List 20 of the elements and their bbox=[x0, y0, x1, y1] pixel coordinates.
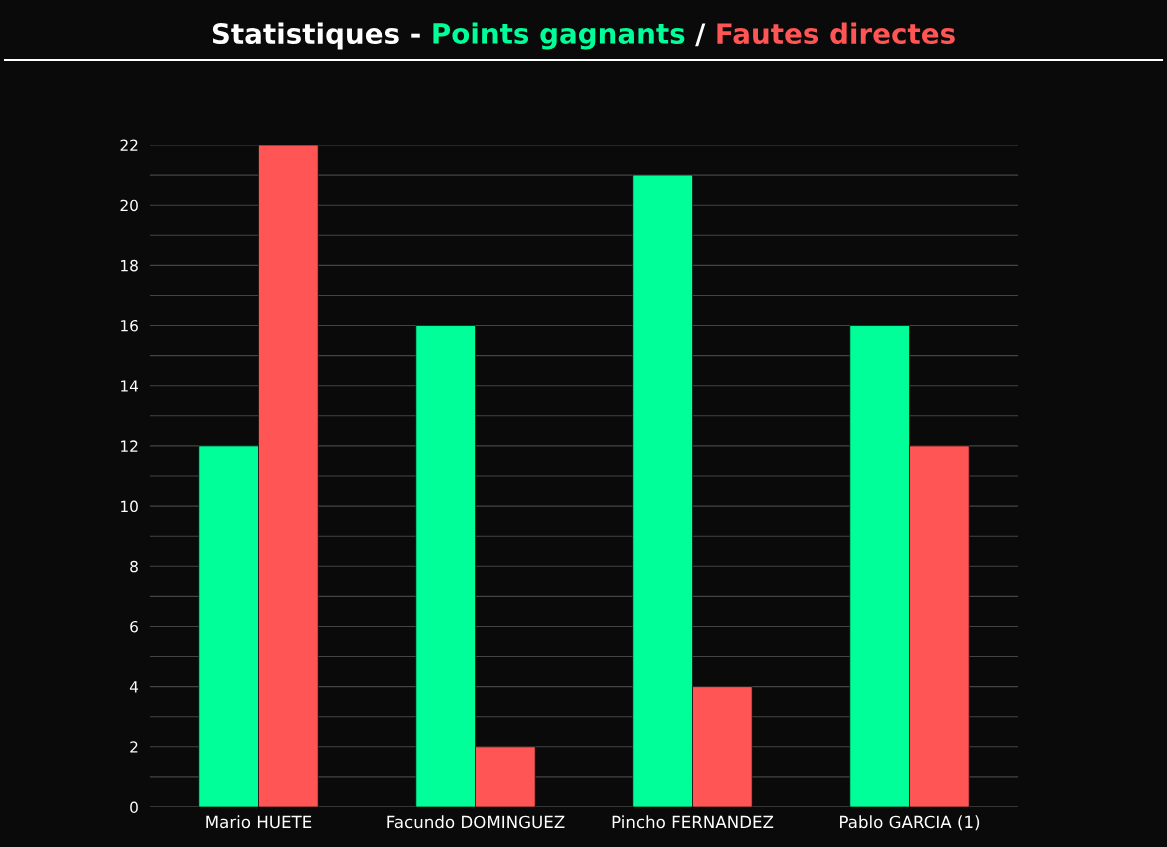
y-tick-label: 18 bbox=[121, 259, 138, 272]
text: / bbox=[695, 23, 706, 47]
y-tick-label: 6 bbox=[130, 620, 138, 633]
x-tick-label: Facundo DOMINGUEZ bbox=[387, 815, 565, 829]
x-tick-label: Mario HUETE bbox=[206, 815, 312, 829]
y-tick-label: 2 bbox=[130, 741, 138, 753]
text: Fautes directes bbox=[717, 22, 955, 45]
y-tick-label: 16 bbox=[121, 320, 138, 332]
y-tick-label: 22 bbox=[120, 139, 138, 151]
y-tick-label: 20 bbox=[120, 199, 138, 212]
y-tick-label: 0 bbox=[130, 801, 138, 814]
y-tick-label: 10 bbox=[121, 500, 138, 513]
y-tick-label: 4 bbox=[129, 681, 139, 693]
chart-title: Statistiques - bbox=[212, 22, 420, 50]
x-tick-label: Pablo GARCIA (1) bbox=[840, 815, 980, 831]
x-tick-label: Pincho FERNANDEZ bbox=[612, 815, 774, 829]
y-tick-label: 14 bbox=[121, 380, 139, 392]
y-tick-label: 8 bbox=[130, 560, 138, 573]
y-tick-label: 12 bbox=[121, 440, 138, 452]
text: Points gagnants bbox=[433, 22, 685, 50]
